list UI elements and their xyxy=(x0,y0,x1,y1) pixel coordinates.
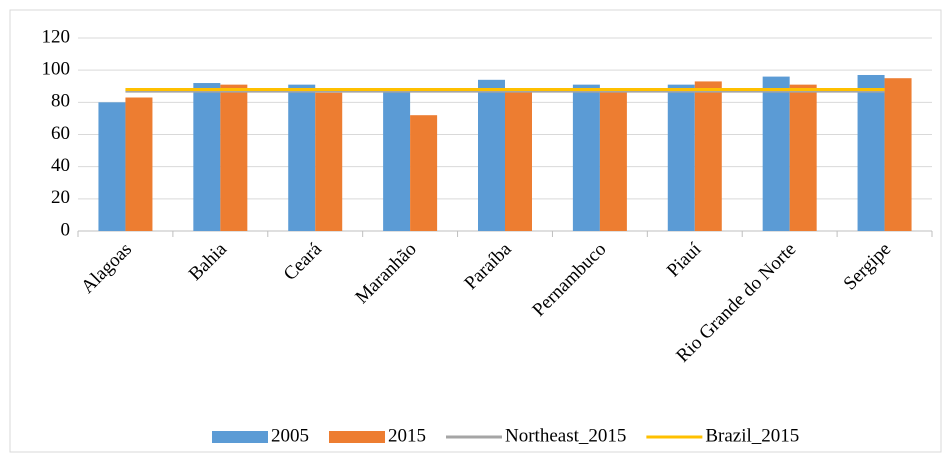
y-tick-label: 60 xyxy=(51,123,70,144)
bar xyxy=(288,84,316,232)
bar xyxy=(220,84,248,232)
bar xyxy=(505,89,532,231)
legend-label: 2015 xyxy=(388,425,426,446)
bar xyxy=(857,74,885,231)
bar xyxy=(193,83,221,232)
bar xyxy=(125,97,153,231)
bar xyxy=(98,102,126,231)
legend-item: Northeast_2015 xyxy=(446,425,626,446)
bar xyxy=(599,89,627,231)
legend-swatch xyxy=(212,431,268,443)
bar xyxy=(884,78,912,231)
y-tick-label: 80 xyxy=(51,91,70,112)
y-tick-label: 0 xyxy=(61,219,71,240)
bar xyxy=(572,84,600,232)
y-tick-label: 20 xyxy=(51,187,70,208)
y-tick-label: 40 xyxy=(51,155,70,176)
legend-label: 2005 xyxy=(271,425,309,446)
bar xyxy=(762,76,790,231)
legend-swatch xyxy=(329,431,385,443)
legend-label: Northeast_2015 xyxy=(505,425,626,446)
bar xyxy=(383,89,411,231)
y-tick-label: 100 xyxy=(42,59,71,80)
bar xyxy=(667,84,695,232)
bar xyxy=(789,84,817,232)
bar xyxy=(694,81,722,231)
bar xyxy=(315,92,343,231)
bar xyxy=(410,115,438,231)
legend-item: 2005 xyxy=(212,425,309,446)
legend-item: 2015 xyxy=(329,425,426,446)
legend-item: Brazil_2015 xyxy=(646,425,799,446)
bar xyxy=(478,79,505,231)
y-tick-label: 120 xyxy=(42,26,71,47)
legend-label: Brazil_2015 xyxy=(705,425,799,446)
